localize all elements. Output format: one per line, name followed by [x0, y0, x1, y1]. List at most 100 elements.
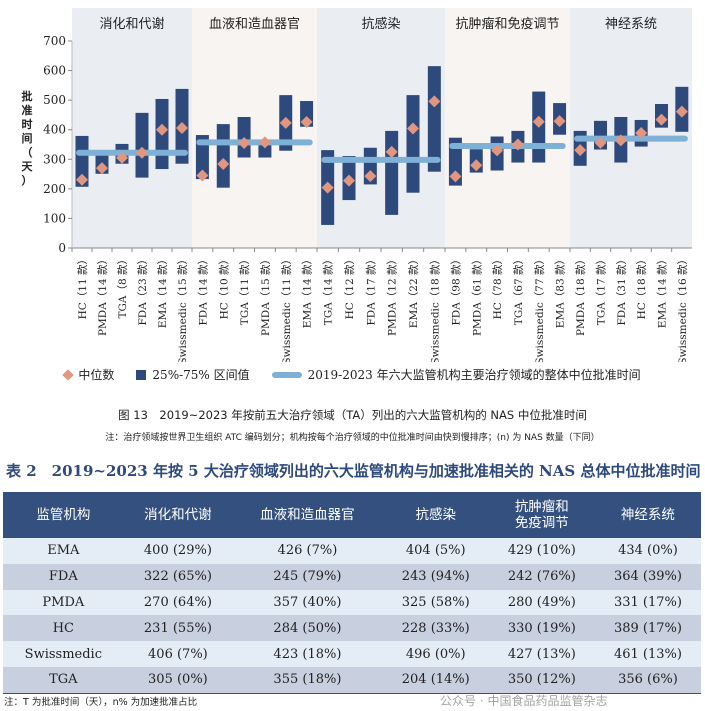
agency-cell: HC: [3, 615, 124, 642]
value-cell: 228 (33%): [382, 615, 489, 642]
table-row: TGA 305 (0%) 355 (18%) 204 (14%) 350 (12%) 35…: [3, 666, 701, 694]
median-marker: [532, 115, 545, 128]
y-tick-label: 500: [43, 93, 66, 107]
value-cell: 404 (5%): [382, 538, 489, 564]
x-tick-label: PMDA（12 款）: [386, 254, 399, 336]
iqr-bar: [216, 124, 230, 188]
value-cell: 357 (40%): [232, 589, 383, 616]
value-cell: 242 (76%): [488, 563, 595, 590]
panel-title: 抗肿瘤和免疫调节: [455, 16, 559, 32]
header-anti-infective: 抗感染: [382, 492, 489, 538]
x-tick-label: PMDA（61 款）: [470, 254, 483, 336]
panel-background: [317, 8, 445, 248]
y-axis-label-char: 批: [22, 89, 33, 103]
median-marker: [176, 121, 188, 134]
x-tick-label: EMA（14 款）: [656, 254, 669, 328]
chart-legend: 中位数 25%-75% 区间值 2019-2023 年六大监管机构主要治疗领域的…: [0, 366, 705, 383]
median-marker: [449, 170, 462, 183]
median-marker: [385, 145, 398, 158]
value-cell: 270 (64%): [123, 589, 233, 616]
table-row: Swissmedic 406 (7%) 423 (18%) 496 (0%) 427 (…: [3, 641, 701, 667]
value-cell: 426 (7%): [232, 538, 383, 564]
median-marker: [655, 113, 668, 126]
value-cell: 429 (10%): [488, 538, 595, 564]
median-marker: [470, 159, 483, 172]
y-tick-label: 200: [43, 182, 66, 196]
x-tick-label: FDA（17 款）: [364, 254, 377, 326]
square-marker-icon: [136, 369, 147, 380]
legend-iqr: 25%-75% 区间值: [136, 366, 250, 383]
approval-table: 监管机构 消化和代谢 血液和造血器官 抗感染 抗肿瘤和 免疫调节 神经系统 EMA…: [3, 492, 701, 694]
panel-background: [445, 8, 570, 248]
value-cell: 231 (55%): [123, 615, 233, 642]
value-cell: 350 (12%): [488, 666, 595, 694]
header-digestive: 消化和代谢: [123, 492, 233, 538]
watermark: 公众号 · 中国食品药品监管杂志: [440, 694, 608, 708]
x-tick-label: EMA（22 款）: [407, 254, 420, 328]
table-row: HC 231 (55%) 284 (50%) 228 (33%) 330 (19%) 38…: [3, 615, 701, 642]
x-tick-label: Swissmedic（11 款）: [280, 254, 293, 362]
y-axis-label-char: ）: [22, 174, 33, 187]
y-axis-label-char: 天: [22, 160, 34, 173]
table-title: 表 2 2019~2023 年按 5 大治疗领域列出的六大监管机构与加速批准相关…: [6, 462, 701, 480]
value-cell: 204 (14%): [382, 666, 489, 694]
median-marker: [196, 169, 209, 182]
x-tick-label: HC（12 款）: [343, 254, 356, 319]
table-row: FDA 322 (65%) 245 (79%) 243 (94%) 242 (76%) 3…: [3, 563, 701, 590]
legend-overall: 2019-2023 年六大监管机构主要治疗领域的整体中位批准时间: [271, 366, 641, 383]
median-marker: [300, 116, 313, 129]
x-tick-label: Swissmedic（15 款）: [176, 254, 189, 362]
x-tick-label: TGA（17 款）: [595, 254, 608, 325]
iqr-bar: [406, 95, 420, 193]
value-cell: 245 (79%): [232, 563, 383, 590]
y-axis-label-char: （: [22, 146, 33, 159]
x-tick-label: EMA（14 款）: [156, 254, 169, 328]
iqr-bar: [195, 135, 209, 180]
value-cell: 280 (49%): [488, 589, 595, 616]
median-marker: [491, 144, 504, 157]
median-marker: [279, 116, 292, 129]
median-marker: [614, 134, 627, 147]
value-cell: 355 (18%): [232, 666, 383, 694]
median-marker: [238, 137, 251, 150]
x-tick-label: FDA（98 款）: [449, 254, 462, 326]
x-tick-label: EMA（14 款）: [301, 254, 314, 328]
median-marker: [136, 146, 148, 159]
header-oncology-line1: 抗肿瘤和: [514, 499, 569, 515]
median-marker: [343, 174, 355, 187]
median-marker: [407, 122, 419, 135]
median-marker: [96, 162, 108, 175]
median-marker: [217, 158, 230, 171]
header-oncology: 抗肿瘤和 免疫调节: [488, 492, 595, 538]
iqr-bar: [448, 137, 462, 186]
agency-cell: TGA: [3, 666, 124, 694]
figure-note: 注：治疗领域按世界卫生组织 ATC 编码划分；机构按每个治疗领域的中位批准时间由…: [105, 433, 600, 443]
y-tick-label: 400: [43, 123, 66, 137]
iqr-bar: [385, 130, 399, 215]
median-marker: [675, 105, 688, 118]
value-cell: 389 (17%): [594, 615, 701, 642]
value-cell: 243 (94%): [382, 563, 489, 590]
x-tick-label: FDA（14 款）: [196, 254, 209, 326]
panel-title: 抗感染: [361, 16, 400, 32]
x-tick-label: TGA（67 款）: [512, 254, 525, 325]
y-tick-label: 100: [43, 211, 66, 225]
x-tick-label: Swissmedic（16 款）: [676, 254, 689, 362]
x-tick-label: FDA（23 款）: [136, 254, 149, 326]
iqr-bar: [427, 66, 441, 172]
header-nervous: 神经系统: [594, 492, 701, 538]
median-marker: [258, 136, 271, 149]
median-marker: [428, 95, 441, 108]
x-tick-label: TGA（14 款）: [322, 254, 335, 325]
panel-background: [570, 8, 692, 248]
x-tick-label: Swissmedic（18 款）: [428, 254, 441, 362]
table-row: EMA 400 (29%) 426 (7%) 404 (5%) 429 (10%) 434…: [3, 538, 701, 564]
x-tick-label: TGA（8 款）: [116, 254, 129, 319]
value-cell: 461 (13%): [594, 641, 701, 667]
value-cell: 406 (7%): [123, 641, 233, 667]
value-cell: 427 (13%): [488, 641, 595, 667]
iqr-bar: [135, 112, 149, 178]
x-tick-label: PMDA（15 款）: [259, 254, 272, 336]
y-axis-label-char: 准: [22, 103, 33, 117]
median-marker: [594, 136, 607, 149]
